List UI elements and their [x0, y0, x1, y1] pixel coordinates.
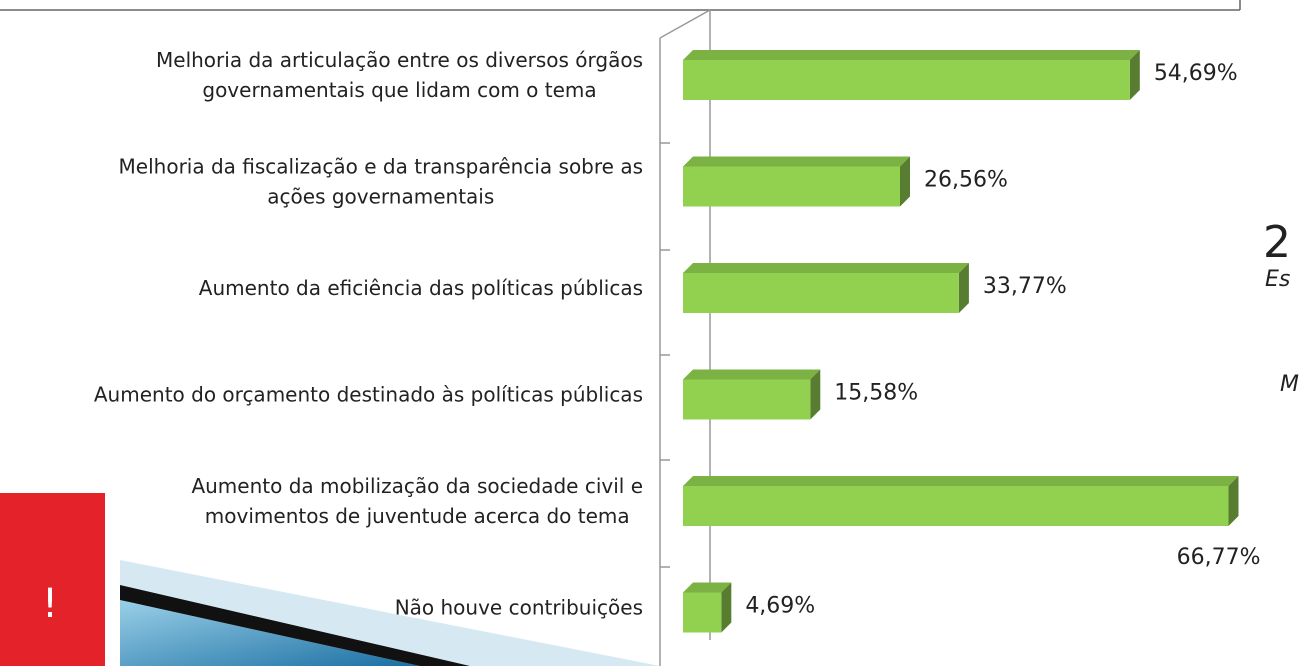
category-label: Melhoria da fiscalização e da transparên… — [119, 154, 643, 208]
bar-front — [683, 167, 900, 207]
bar — [683, 50, 1140, 100]
bar — [683, 370, 820, 420]
bar-top — [683, 263, 969, 273]
category-label: Aumento da eficiência das políticas públ… — [199, 276, 643, 300]
annotation: M — [1280, 372, 1299, 397]
value-label: 66,77% — [1177, 545, 1261, 570]
back-wall — [660, 10, 710, 666]
value-label: 54,69% — [1154, 61, 1238, 86]
bar-front — [683, 60, 1130, 100]
bar-front — [683, 593, 721, 633]
bar — [683, 157, 910, 207]
bar-front — [683, 380, 810, 420]
category-label: Aumento do orçamento destinado às políti… — [94, 382, 643, 406]
annotation: 2 — [1263, 217, 1291, 268]
category-label: Não houve contribuições — [395, 595, 643, 619]
bar — [683, 263, 969, 313]
category-label: Aumento da mobilização da sociedade civi… — [191, 474, 643, 528]
value-label: 33,77% — [983, 274, 1067, 299]
annotation: Es — [1265, 267, 1290, 292]
bar — [683, 476, 1239, 526]
bar-front — [683, 273, 959, 313]
category-label: Melhoria da articulação entre os diverso… — [156, 48, 643, 102]
bar-top — [683, 476, 1239, 486]
bar-top — [683, 370, 820, 380]
bar-top — [683, 50, 1140, 60]
value-label: 4,69% — [745, 594, 815, 619]
bar-top — [683, 157, 910, 167]
annotation: ! — [42, 581, 58, 627]
value-label: 15,58% — [834, 381, 918, 406]
value-label: 26,56% — [924, 168, 1008, 193]
bar-front — [683, 486, 1229, 526]
chart: Melhoria da articulação entre os diverso… — [0, 0, 1301, 666]
bar — [683, 583, 731, 633]
